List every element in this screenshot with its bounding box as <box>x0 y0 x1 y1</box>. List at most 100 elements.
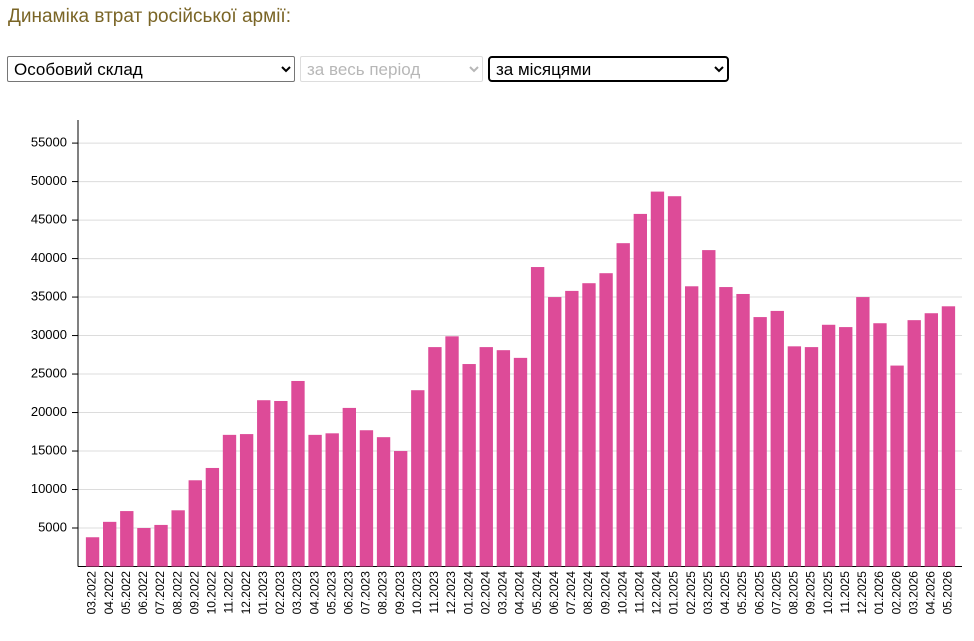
bar <box>685 286 699 567</box>
x-tick-label: 12.2022 <box>239 571 253 615</box>
x-tick-label: 07.2025 <box>769 571 783 615</box>
bar <box>103 521 117 567</box>
bar <box>530 267 545 567</box>
x-tick-label: 07.2023 <box>359 571 373 615</box>
bar <box>188 480 202 567</box>
bar <box>359 430 374 567</box>
bar <box>770 310 784 567</box>
x-tick-label: 06.2023 <box>341 571 355 615</box>
x-tick-label: 05.2024 <box>530 571 544 615</box>
period-select: за весь період <box>300 56 483 82</box>
x-tick-label: 07.2024 <box>564 571 578 615</box>
bar <box>325 433 339 567</box>
bar <box>274 400 288 567</box>
bar <box>205 467 220 567</box>
bar <box>428 347 442 567</box>
bar <box>753 317 767 567</box>
bar <box>120 511 134 567</box>
bar <box>856 297 870 567</box>
x-tick-label: 11.2025 <box>838 571 852 614</box>
bar <box>736 293 750 567</box>
bar <box>85 537 100 567</box>
bar <box>890 365 904 567</box>
grouping-select[interactable]: за місяцями <box>488 56 729 82</box>
bar <box>137 528 151 567</box>
x-tick-label: 05.2026 <box>941 571 955 615</box>
x-tick-label: 11.2023 <box>427 571 441 614</box>
bar <box>376 437 391 567</box>
x-tick-label: 04.2026 <box>923 571 937 615</box>
x-tick-label: 09.2024 <box>598 571 612 615</box>
bar <box>839 327 853 567</box>
y-tick-label: 30000 <box>31 327 67 342</box>
x-tick-label: 06.2022 <box>136 571 150 615</box>
x-tick-label: 02.2026 <box>889 571 903 615</box>
bar <box>257 400 271 567</box>
bar <box>667 196 682 567</box>
x-tick-label: 03.2025 <box>701 571 715 615</box>
category-select[interactable]: Особовий склад <box>7 56 295 82</box>
bar <box>907 320 921 567</box>
x-tick-label: 10.2022 <box>205 571 219 615</box>
y-tick-label: 20000 <box>31 404 67 419</box>
y-tick-label: 55000 <box>31 135 67 150</box>
bar <box>941 306 956 567</box>
bar <box>924 313 938 567</box>
x-tick-label: 09.2025 <box>804 571 818 615</box>
bar <box>171 510 185 567</box>
x-tick-label: 05.2022 <box>119 571 133 615</box>
x-tick-label: 08.2022 <box>170 571 184 615</box>
x-tick-label: 12.2024 <box>650 571 664 615</box>
x-tick-label: 01.2026 <box>872 571 886 615</box>
bar <box>565 290 579 567</box>
x-tick-label: 09.2022 <box>187 571 201 615</box>
x-tick-label: 08.2024 <box>581 571 595 615</box>
bar <box>873 323 887 567</box>
bar <box>308 434 322 567</box>
bar <box>821 324 836 567</box>
bar <box>582 283 596 567</box>
x-tick-label: 08.2025 <box>787 571 801 615</box>
bar <box>445 336 459 567</box>
bar <box>702 250 716 567</box>
x-tick-label: 04.2023 <box>307 571 321 615</box>
y-tick-label: 25000 <box>31 365 67 380</box>
y-tick-label: 40000 <box>31 250 67 265</box>
bar <box>650 191 665 567</box>
bar <box>239 434 254 567</box>
y-tick-label: 5000 <box>38 519 67 534</box>
x-tick-label: 02.2024 <box>478 571 492 615</box>
bar <box>496 350 511 567</box>
x-tick-label: 03.2023 <box>290 571 304 615</box>
bar <box>411 390 425 567</box>
x-tick-label: 04.2025 <box>718 571 732 615</box>
x-tick-label: 03.2026 <box>906 571 920 615</box>
bar <box>804 347 819 567</box>
bar <box>222 434 237 567</box>
x-tick-label: 06.2025 <box>752 571 766 615</box>
y-tick-label: 35000 <box>31 288 67 303</box>
bar <box>599 273 613 567</box>
x-tick-label: 10.2023 <box>410 571 424 615</box>
x-tick-label: 11.2024 <box>632 571 646 614</box>
x-tick-label: 10.2025 <box>821 571 835 615</box>
x-tick-label: 11.2022 <box>222 571 236 614</box>
x-tick-label: 03.2022 <box>85 571 99 615</box>
x-tick-label: 09.2023 <box>393 571 407 615</box>
page-title: Динаміка втрат російської армії: <box>8 6 291 27</box>
x-tick-label: 02.2025 <box>684 571 698 615</box>
y-tick-label: 10000 <box>31 481 67 496</box>
x-tick-label: 05.2025 <box>735 571 749 615</box>
bar <box>787 346 802 567</box>
x-tick-label: 02.2023 <box>273 571 287 615</box>
bar <box>462 364 476 567</box>
bar <box>154 524 168 567</box>
bar <box>291 380 305 567</box>
bar <box>616 243 630 567</box>
x-tick-label: 12.2023 <box>444 571 458 615</box>
bar <box>633 213 647 567</box>
x-tick-label: 01.2023 <box>256 571 270 615</box>
x-tick-label: 12.2025 <box>855 571 869 615</box>
